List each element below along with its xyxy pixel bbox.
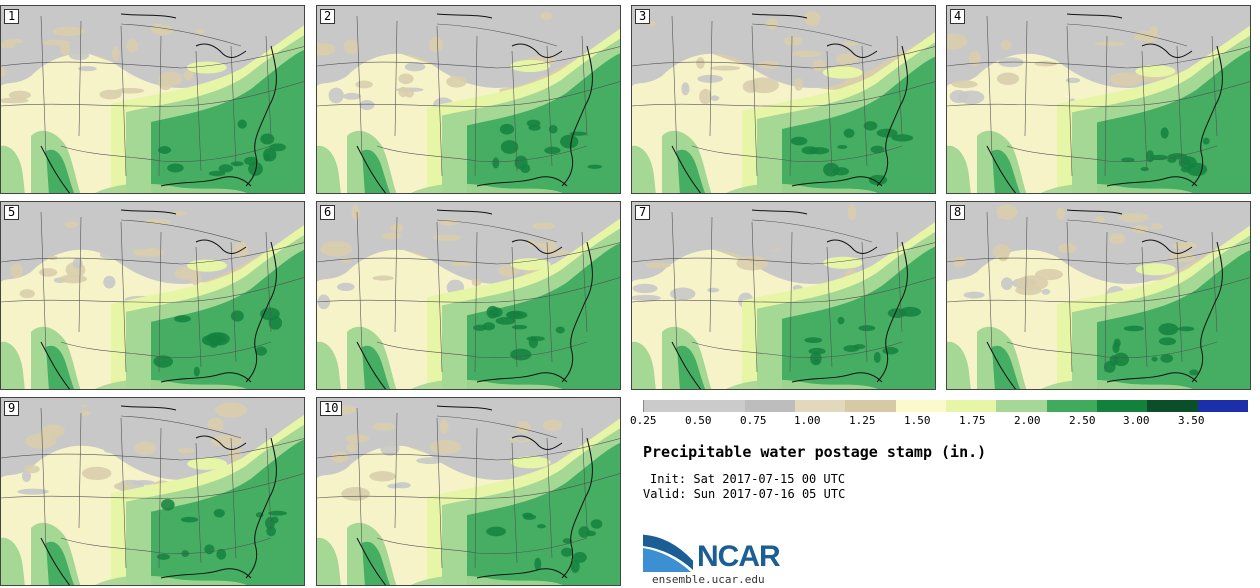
pw-map	[317, 398, 620, 585]
colorbar-swatch	[895, 400, 946, 412]
colorbar-swatch	[1046, 400, 1097, 412]
logo-wordmark: NCAR	[697, 540, 781, 573]
colorbar-swatch	[1147, 400, 1198, 412]
colorbar-swatch	[996, 400, 1047, 412]
ensemble-member-panel-5: 5	[0, 201, 305, 390]
colorbar	[643, 400, 1248, 412]
pw-map	[317, 6, 620, 193]
colorbar-swatch	[1096, 400, 1148, 412]
colorbar-label: 2.50	[1069, 414, 1096, 427]
ncar-logo-icon	[642, 533, 694, 572]
colorbar-swatch	[945, 400, 997, 412]
panel-number: 9	[4, 401, 20, 416]
ensemble-member-panel-3: 3	[631, 5, 936, 194]
colorbar-label: 1.25	[849, 414, 876, 427]
panel-number: 7	[635, 205, 651, 220]
panel-number: 4	[950, 9, 966, 24]
panel-number: 6	[320, 205, 336, 220]
colorbar-swatch	[744, 400, 795, 412]
colorbar-label: 3.50	[1178, 414, 1205, 427]
ensemble-member-panel-7: 7	[631, 201, 936, 390]
colorbar-label: 1.50	[904, 414, 931, 427]
colorbar-swatch	[845, 400, 896, 412]
panel-number: 5	[4, 205, 20, 220]
pw-map	[1, 6, 304, 193]
ensemble-member-panel-9: 9	[0, 397, 305, 586]
pw-map	[947, 6, 1250, 193]
colorbar-label: 2.00	[1014, 414, 1041, 427]
panel-number: 8	[950, 205, 966, 220]
colorbar-label: 0.50	[685, 414, 712, 427]
init-time: Init: Sat 2017-07-15 00 UTC	[650, 472, 846, 486]
ensemble-member-panel-10: 10	[316, 397, 621, 586]
colorbar-label: 1.75	[959, 414, 986, 427]
pw-map	[632, 202, 935, 389]
pw-map	[317, 202, 620, 389]
panel-number: 3	[635, 9, 651, 24]
colorbar-label: 0.75	[740, 414, 767, 427]
colorbar-swatch	[794, 400, 846, 412]
pw-map	[947, 202, 1250, 389]
colorbar-swatch	[694, 400, 745, 412]
ensemble-member-panel-4: 4	[946, 5, 1251, 194]
panel-number: 1	[4, 9, 20, 24]
logo-url: ensemble.ucar.edu	[652, 573, 765, 586]
colorbar-label: 1.00	[794, 414, 821, 427]
ensemble-member-panel-8: 8	[946, 201, 1251, 390]
colorbar-swatch	[1197, 400, 1248, 412]
pw-map	[1, 202, 304, 389]
panel-number: 2	[320, 9, 336, 24]
colorbar-labels: 0.25 0.50 0.75 1.00 1.25 1.50 1.75 2.00 …	[630, 414, 1250, 428]
panel-number: 10	[320, 401, 343, 416]
valid-time: Valid: Sun 2017-07-16 05 UTC	[643, 487, 846, 501]
ensemble-member-panel-2: 2	[316, 5, 621, 194]
ensemble-member-panel-6: 6	[316, 201, 621, 390]
colorbar-label: 0.25	[630, 414, 657, 427]
pw-map	[632, 6, 935, 193]
figure-title: Precipitable water postage stamp (in.)	[643, 443, 987, 461]
colorbar-swatch	[643, 400, 695, 412]
colorbar-label: 3.00	[1123, 414, 1150, 427]
pw-map	[1, 398, 304, 585]
ensemble-member-panel-1: 1	[0, 5, 305, 194]
